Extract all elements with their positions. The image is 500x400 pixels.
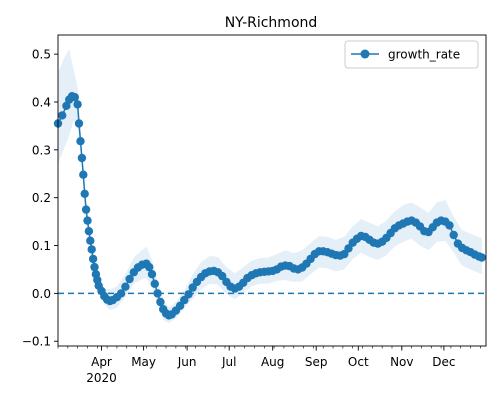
x-tick-label: Apr (91, 355, 112, 369)
x-tick-label: May (131, 355, 156, 369)
data-point (445, 221, 454, 230)
data-point (87, 245, 96, 254)
data-point (156, 297, 165, 307)
y-tick-label: 0.3 (32, 143, 51, 157)
x-tick-label: Oct (348, 355, 369, 369)
data-point (449, 230, 458, 240)
data-point (73, 100, 82, 109)
data-point (81, 205, 91, 214)
data-point (90, 262, 99, 272)
x-tick-label: Nov (390, 355, 413, 369)
y-tick-label: 0.4 (32, 95, 51, 109)
legend-label: growth_rate (388, 48, 460, 62)
data-point (145, 262, 154, 272)
legend-frame (344, 40, 479, 69)
data-point (84, 227, 94, 236)
plot-area (53, 49, 486, 324)
y-tick-label: 0.1 (32, 239, 51, 253)
axes-frame (57, 34, 487, 347)
data-point (121, 282, 130, 291)
y-tick-label: 0.2 (32, 191, 51, 205)
legend-marker-swatch (360, 49, 370, 59)
data-point (77, 153, 87, 163)
data-point (74, 119, 84, 128)
x-tick-label: Jul (221, 355, 236, 369)
data-point (80, 189, 89, 198)
data-point (477, 253, 486, 262)
axes: −0.1 0.0 0.1 0.2 0.3 0.4 0.5 Apr 2020 May Jun Jul Au… (22, 34, 487, 385)
data-point (218, 271, 227, 281)
data-point (180, 295, 189, 305)
confidence-band (58, 49, 482, 324)
y-tick-label: 0.0 (32, 287, 51, 301)
x-tick-sublabel: 2020 (86, 371, 117, 385)
data-point (86, 236, 95, 245)
data-point (147, 270, 157, 279)
x-tick-label: Dec (432, 355, 455, 369)
data-point (184, 290, 193, 299)
data-point (83, 216, 92, 225)
data-point (79, 170, 88, 179)
data-point (76, 137, 85, 146)
chart-title: NY-Richmond (225, 15, 318, 31)
y-tick-label: −0.1 (22, 335, 51, 349)
x-tick-label: Aug (261, 355, 284, 369)
data-point (58, 111, 67, 120)
y-tick-label: 0.5 (32, 48, 51, 62)
data-point (116, 289, 126, 298)
data-point (70, 93, 80, 102)
x-tick-label: Sep (305, 355, 328, 369)
data-point (153, 289, 162, 298)
data-point (125, 274, 134, 284)
data-point (88, 254, 98, 264)
legend: growth_rate (344, 40, 479, 69)
data-point (150, 279, 159, 288)
x-tick-label: Jun (177, 355, 197, 369)
